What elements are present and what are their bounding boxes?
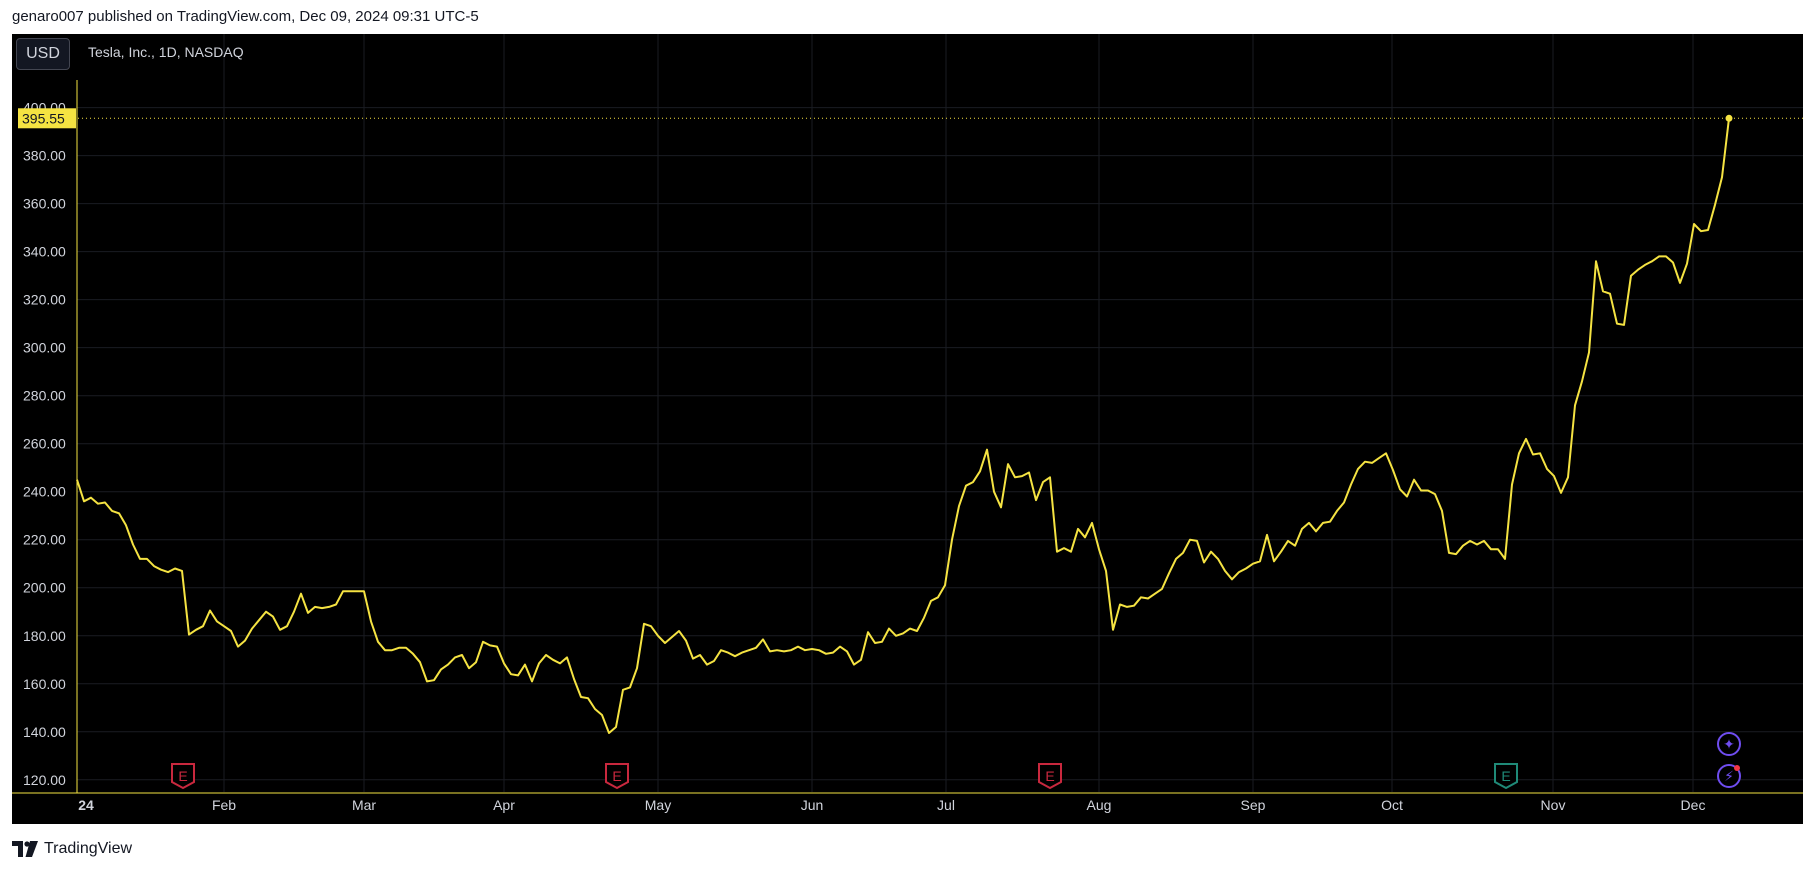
tradingview-logo[interactable]: TradingView <box>12 840 132 858</box>
price-line-series <box>76 118 1730 734</box>
x-tick-label: Sep <box>1241 797 1266 813</box>
y-tick-label: 260.00 <box>23 436 66 452</box>
y-tick-label: 240.00 <box>23 484 66 500</box>
x-tick-label: May <box>645 797 671 813</box>
x-tick-label: 24 <box>78 797 94 813</box>
earnings-marker-label: E <box>1501 768 1510 784</box>
earnings-marker-label: E <box>178 768 187 784</box>
earnings-marker-badge <box>605 763 629 790</box>
notification-dot <box>1734 765 1740 771</box>
earnings-marker[interactable]: E <box>1494 763 1518 790</box>
earnings-marker[interactable]: E <box>605 763 629 790</box>
tradingview-logo-icon <box>12 841 38 857</box>
symbol-title: Tesla, Inc., 1D, NASDAQ <box>88 44 244 60</box>
x-tick-label: Nov <box>1541 797 1566 813</box>
last-price-label-box <box>18 108 76 129</box>
y-tick-label: 340.00 <box>23 244 66 260</box>
earnings-marker[interactable]: E <box>171 763 195 790</box>
y-tick-label: 140.00 <box>23 724 66 740</box>
lightning-icon-ring <box>1717 764 1741 788</box>
y-tick-label: 380.00 <box>23 148 66 164</box>
earnings-marker-badge <box>1494 763 1518 790</box>
earnings-marker-badge <box>1038 763 1062 790</box>
x-tick-label: Jun <box>801 797 824 813</box>
last-price-point <box>1725 114 1733 122</box>
earnings-marker-label: E <box>1045 768 1054 784</box>
last-price-label: 395.55 <box>22 110 65 126</box>
y-tick-label: 180.00 <box>23 628 66 644</box>
chart-frame[interactable] <box>12 34 1803 824</box>
published-caption: genaro007 published on TradingView.com, … <box>12 8 479 25</box>
tradingview-logo-text: TradingView <box>44 840 133 857</box>
currency-button[interactable]: USD <box>16 38 70 70</box>
sparkle-icon-ring <box>1717 732 1741 756</box>
x-tick-label: Apr <box>493 797 515 813</box>
y-tick-label: 220.00 <box>23 532 66 548</box>
y-tick-label: 160.00 <box>23 676 66 692</box>
sparkle-icon[interactable]: ✦ <box>1717 732 1741 756</box>
x-tick-label: Jul <box>937 797 955 813</box>
earnings-marker-label: E <box>612 768 621 784</box>
sparkle-icon-glyph: ✦ <box>1723 737 1735 753</box>
x-tick-label: Feb <box>212 797 236 813</box>
y-tick-label: 360.00 <box>23 196 66 212</box>
lightning-icon[interactable]: ⚡ <box>1717 764 1741 788</box>
y-tick-label: 320.00 <box>23 292 66 308</box>
y-tick-label: 200.00 <box>23 580 66 596</box>
y-tick-label: 120.00 <box>23 772 66 788</box>
earnings-marker[interactable]: E <box>1038 763 1062 790</box>
earnings-marker-badge <box>171 763 195 790</box>
y-tick-label: 280.00 <box>23 388 66 404</box>
x-tick-label: Aug <box>1087 797 1112 813</box>
lightning-icon-glyph: ⚡ <box>1724 769 1734 785</box>
y-tick-label: 300.00 <box>23 340 66 356</box>
x-tick-label: Oct <box>1381 797 1403 813</box>
x-tick-label: Dec <box>1681 797 1706 813</box>
x-tick-label: Mar <box>352 797 376 813</box>
